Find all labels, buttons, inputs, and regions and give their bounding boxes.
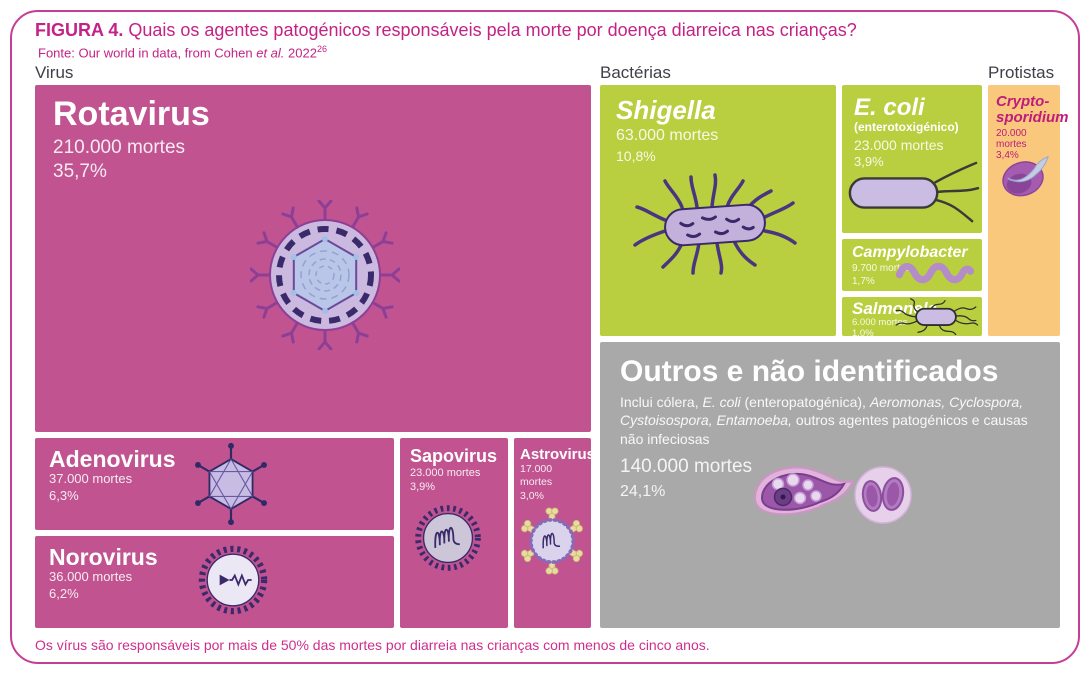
tile-deaths: 9.700 mortes [852,262,911,274]
figure-question: Quais os agentes patogénicos responsávei… [123,20,857,40]
tile-title: Sapovirus [410,446,498,466]
tile-deaths: 37.000 mortes [49,471,133,487]
figure-source: Fonte: Our world in data, from Cohen et … [38,44,327,60]
tile-title: Astrovirus [520,446,596,463]
tile-sapovirus: Sapovirus 23.000 mortes 3,9% [400,438,508,628]
group-header-virus: Virus [35,63,74,82]
tile-percent: 1,0% [852,327,874,339]
tile-percent: 10,8% [616,148,656,165]
tile-title-line1: Crypto- [996,93,1050,110]
adenovirus-icon [192,441,270,527]
tile-deaths: 17.000 mortes [520,462,553,489]
tile-title-line2: sporidium [996,108,1069,126]
figure-title: FIGURA 4. Quais os agentes patogénicos r… [35,20,857,41]
tile-outros: Outros e não identificados Inclui cólera… [600,342,1060,628]
desc-species: Aeromonas, Cyclospora, Cystoisospora, En… [620,393,1024,429]
tile-percent: 6,2% [49,586,79,602]
tile-title: Campylobacter [852,244,968,261]
source-text: Fonte: Our world in data, from Cohen [38,45,257,61]
cryptosporidium-icon [1002,155,1049,197]
tile-deaths: 23.000 mortes [410,466,481,479]
tile-deaths: 6.000 mortes [852,316,908,328]
shigella-icon [633,173,797,275]
tile-rotavirus: Rotavirus 210.000 mortes 35,7% [35,85,591,432]
tile-percent: 35,7% [53,161,107,183]
tile-deaths: 36.000 mortes [49,569,133,585]
tile-percent: 3,0% [520,490,544,503]
tile-qualifier: (enterotoxigénico) [854,120,959,135]
salmonela-icon [895,298,979,335]
group-header-bacterias: Bactérias [600,63,671,82]
tile-deaths: 20.000 mortes [996,127,1027,150]
tile-deaths: 140.000 mortes [620,456,753,478]
tile-deaths: 23.000 mortes [854,136,944,153]
campylobacter-icon [895,262,975,284]
tile-percent: 3,9% [854,153,884,169]
rotavirus-icon [250,200,400,350]
giardia-protist-icon [753,466,855,516]
tile-title: Norovirus [49,544,158,570]
tile-cryptosporidium: Crypto-sporidium 20.000 mortes 3,4% [988,85,1069,336]
desc-part: Inclui cólera, [620,393,703,410]
tile-astrovirus: Astrovirus 17.000 mortes 3,0% [514,438,596,628]
tile-percent: 6,3% [49,488,79,504]
tile-title: Adenovirus [49,446,176,472]
astrovirus-icon [519,507,585,575]
cyst-protist-icon [854,466,912,524]
ecoli-icon [848,161,980,223]
source-year: 2022 [284,45,317,61]
tile-percent: 1,7% [852,275,875,287]
tile-adenovirus: Adenovirus 37.000 mortes 6,3% [35,438,394,530]
sapovirus-icon [415,505,481,571]
tile-deaths: 210.000 mortes [53,136,186,158]
group-header-protistas: Protistas [988,63,1055,82]
norovirus-icon [198,545,268,615]
tile-percent: 24,1% [620,482,666,500]
figure-frame [10,10,1080,664]
tile-title: Shigella [616,95,716,125]
tile-title: Outros e não identificados [620,355,999,388]
figure-label: FIGURA 4. [35,20,124,40]
desc-part: outros agentes patogénicos e causas não … [620,412,1028,448]
tile-title: Salmonela [852,299,938,318]
tile-salmonela: Salmonela 6.000 mortes 1,0% [842,297,982,339]
source-etal: et al. [256,45,285,61]
tile-description: Inclui cólera, E. coli (enteropatogénica… [620,393,1040,450]
tile-campylobacter: Campylobacter 9.700 mortes 1,7% [842,239,982,291]
figure-footnote: Os vírus são responsáveis por mais de 50… [35,637,710,653]
desc-species: E. coli [702,393,741,410]
tile-percent: 3,4% [996,149,1019,161]
tile-norovirus: Norovirus 36.000 mortes 6,2% [35,536,394,628]
tile-title: E. coli [854,94,925,121]
tile-shigella: Shigella 63.000 mortes 10,8% [600,85,836,336]
tile-title: Rotavirus [53,95,210,133]
desc-part: (enteropatogénica), [740,393,870,410]
source-reference: 26 [316,44,327,54]
tile-ecoli: E. coli (enterotoxigénico) 23.000 mortes… [842,85,982,233]
tile-title: Crypto-sporidium [996,93,1069,126]
tile-percent: 3,9% [410,481,436,494]
tile-deaths: 63.000 mortes [616,127,719,145]
